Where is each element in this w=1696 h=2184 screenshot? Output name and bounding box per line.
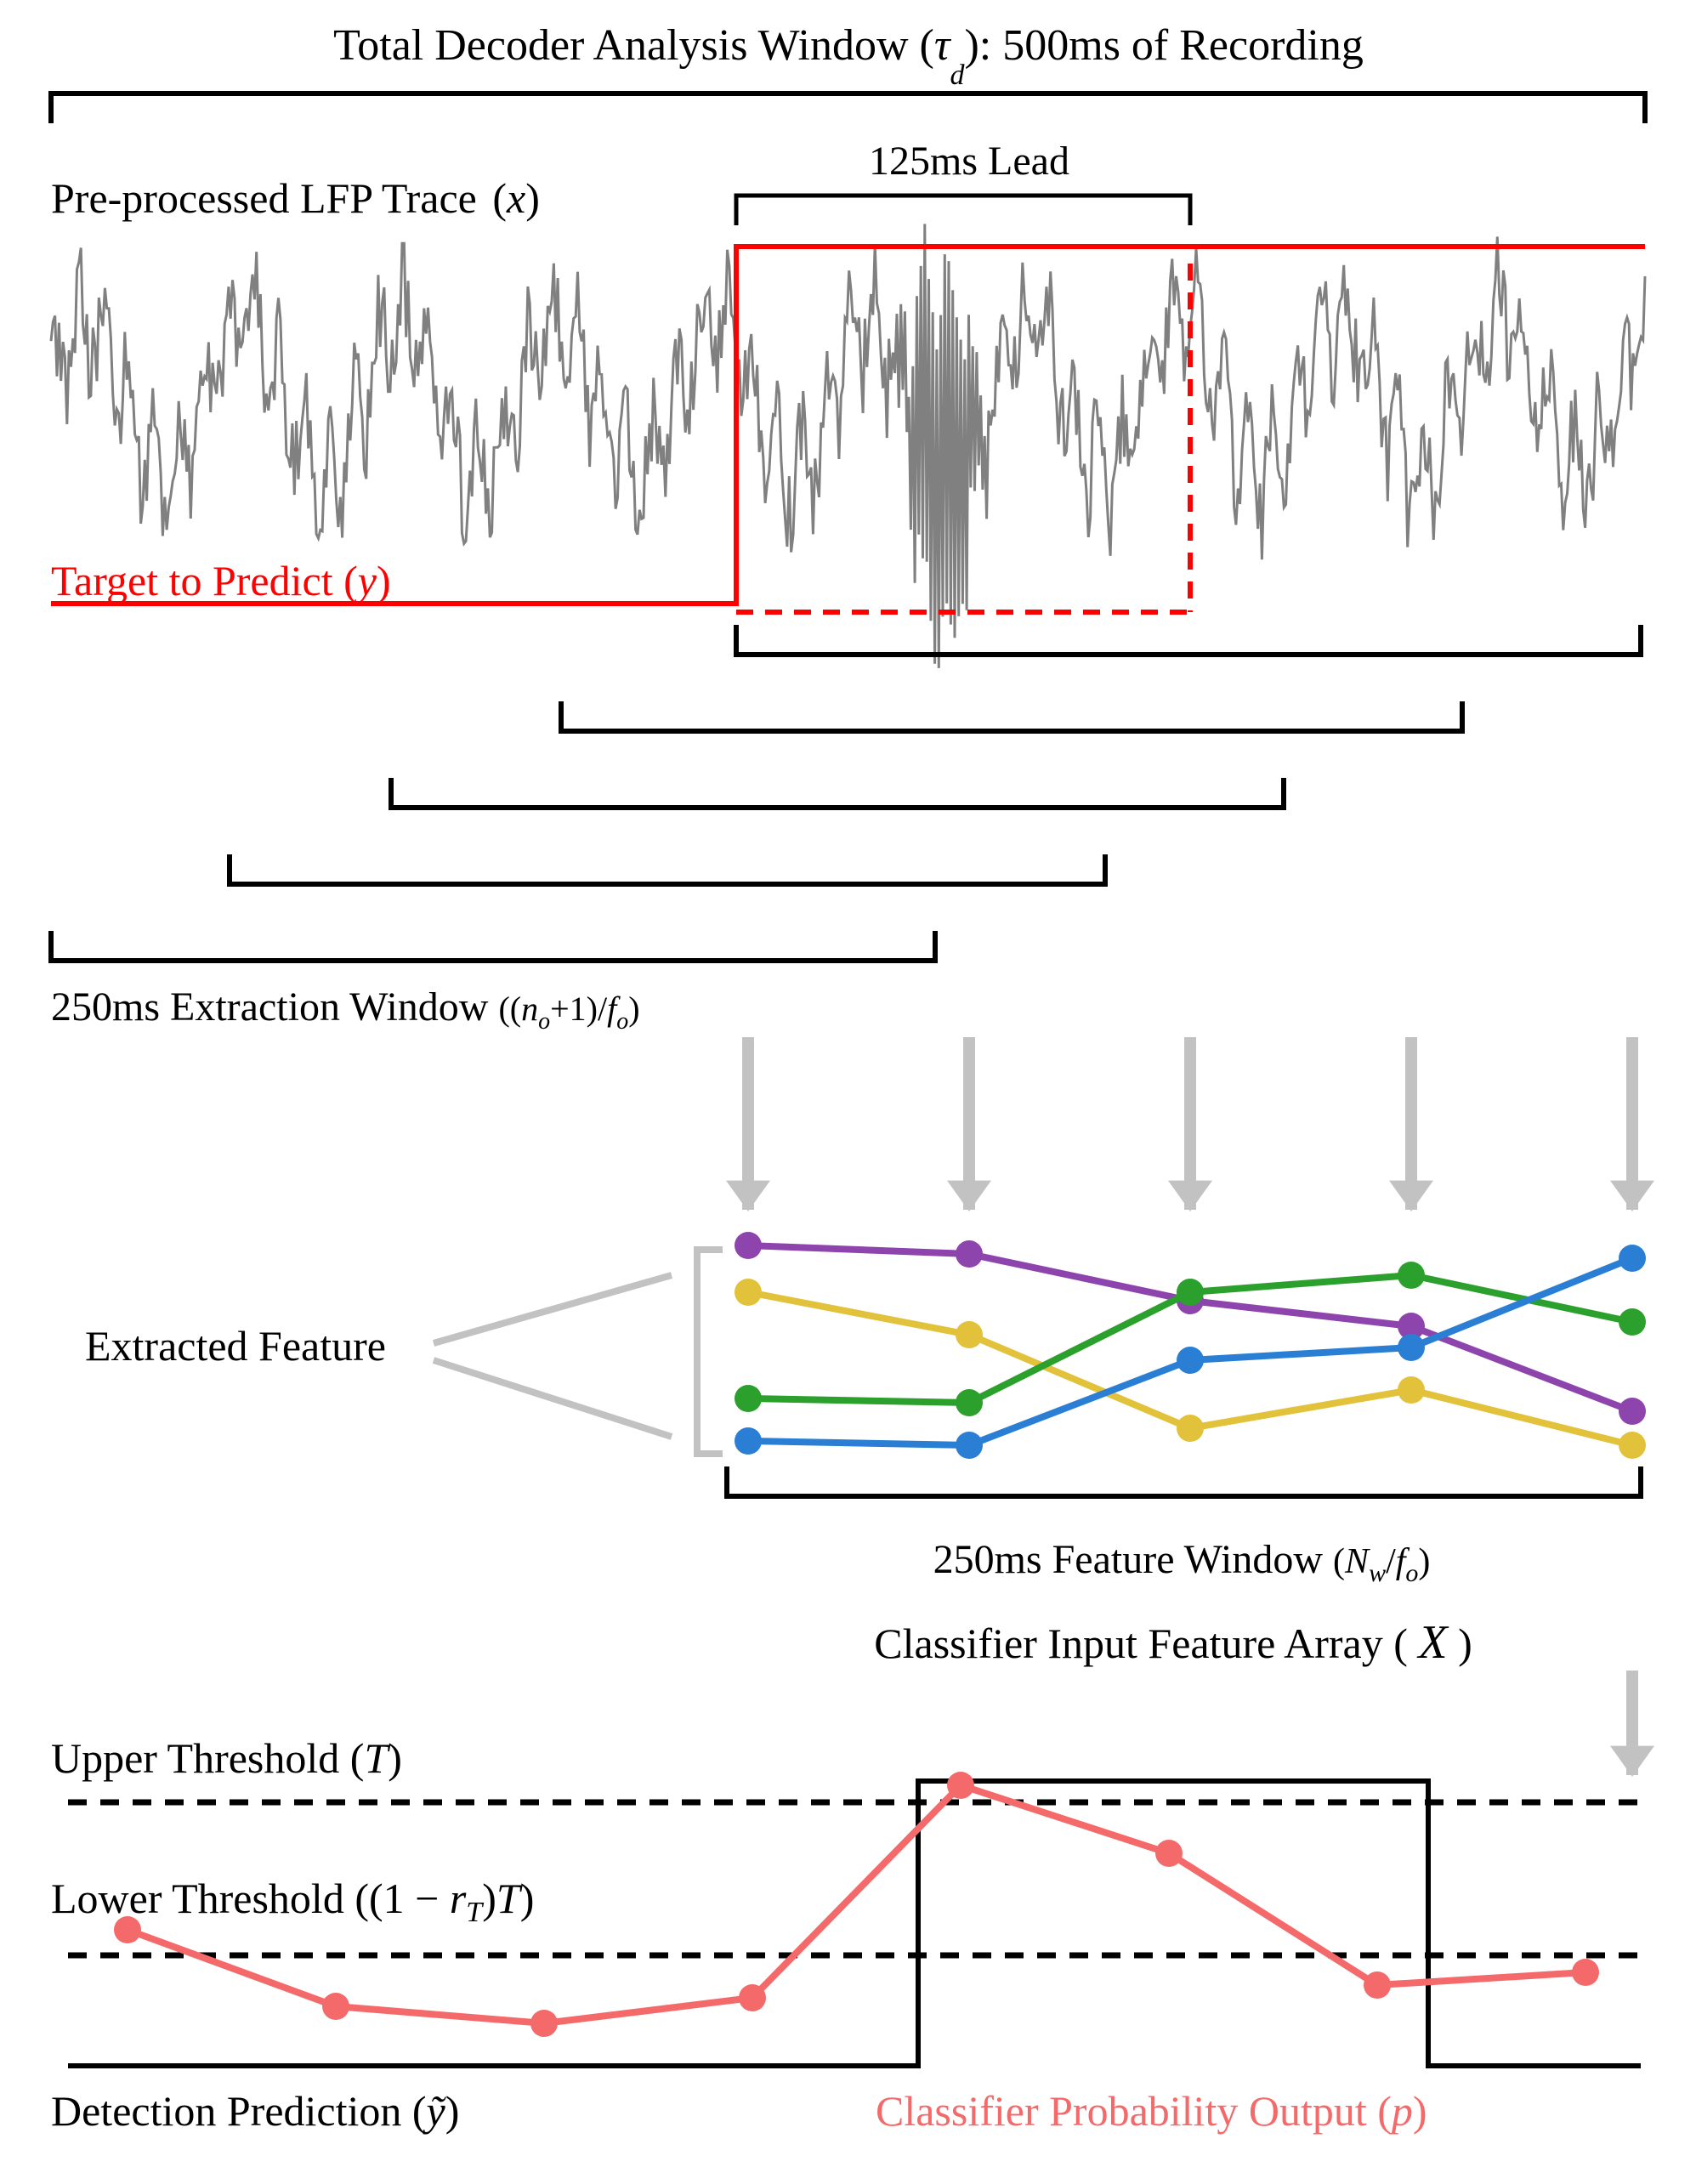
feature-window-label: 250ms Feature Window (Nw/fo)	[933, 1537, 1431, 1587]
feature-marker-0-4	[1619, 1398, 1646, 1425]
feature-marker-2-2	[1177, 1279, 1204, 1306]
probability-marker-7	[1572, 1959, 1599, 1986]
arrow-to-feature-4-head	[1610, 1181, 1654, 1211]
feature-connector-1	[434, 1360, 672, 1437]
extracted-feature-label: Extracted Feature	[85, 1322, 386, 1370]
extraction-label: 250ms Extraction Window ((no+1)/fo)	[51, 984, 640, 1035]
probability-marker-5	[1155, 1840, 1183, 1867]
probability-marker-4	[947, 1772, 974, 1799]
feature-left-bracket	[697, 1250, 723, 1454]
classifier-input-label: Classifier Input Feature Array ( X )	[874, 1616, 1472, 1669]
feature-series-0	[748, 1245, 1632, 1411]
feature-connector-0	[434, 1275, 672, 1343]
feature-marker-3-3	[1398, 1334, 1425, 1361]
feature-marker-2-1	[956, 1389, 983, 1416]
feature-marker-3-1	[956, 1432, 983, 1459]
arrow-to-feature-3-head	[1389, 1181, 1433, 1211]
detection-label: Detection Prediction (ỹ)	[51, 2087, 459, 2135]
target-label: Target to Predict (y)	[51, 557, 391, 604]
arrow-to-feature-0-head	[726, 1181, 770, 1211]
arrow-to-output-head	[1610, 1746, 1654, 1777]
title: Total Decoder Analysis Window (τd): 500m…	[333, 21, 1364, 91]
top-bracket	[51, 94, 1645, 123]
probability-marker-0	[114, 1916, 141, 1943]
probability-marker-3	[739, 1984, 766, 2011]
probability-marker-6	[1364, 1971, 1391, 1999]
feature-marker-3-2	[1177, 1347, 1204, 1374]
feature-marker-1-4	[1619, 1432, 1646, 1459]
probability-marker-2	[530, 2010, 558, 2037]
feature-window-bracket	[727, 1466, 1641, 1496]
arrow-to-feature-1-head	[947, 1181, 991, 1211]
arrow-to-feature-2-head	[1168, 1181, 1212, 1211]
feature-marker-1-1	[956, 1321, 983, 1348]
probability-label: Classifier Probability Output (p)	[876, 2087, 1427, 2135]
extract-bracket-0	[736, 625, 1641, 655]
extract-bracket-2	[391, 778, 1284, 808]
feature-marker-1-0	[735, 1279, 762, 1306]
upper-threshold-label: Upper Threshold (T)	[51, 1734, 402, 1782]
feature-marker-1-3	[1398, 1376, 1425, 1404]
feature-marker-3-0	[735, 1427, 762, 1455]
feature-marker-3-4	[1619, 1245, 1646, 1272]
extract-bracket-1	[561, 701, 1462, 731]
feature-marker-0-0	[735, 1232, 762, 1259]
feature-marker-2-4	[1619, 1308, 1646, 1336]
lead-bracket	[736, 196, 1190, 225]
feature-marker-2-0	[735, 1385, 762, 1412]
feature-marker-0-1	[956, 1240, 983, 1268]
probability-marker-1	[322, 1993, 349, 2020]
trace-label: Pre-processed LFP Trace (x)	[51, 174, 540, 222]
feature-marker-1-2	[1177, 1415, 1204, 1442]
feature-marker-2-3	[1398, 1262, 1425, 1289]
lead-label: 125ms Lead	[869, 139, 1069, 184]
extract-bracket-4	[51, 931, 935, 961]
extract-bracket-3	[230, 854, 1105, 884]
detection-step	[68, 1781, 1641, 2066]
